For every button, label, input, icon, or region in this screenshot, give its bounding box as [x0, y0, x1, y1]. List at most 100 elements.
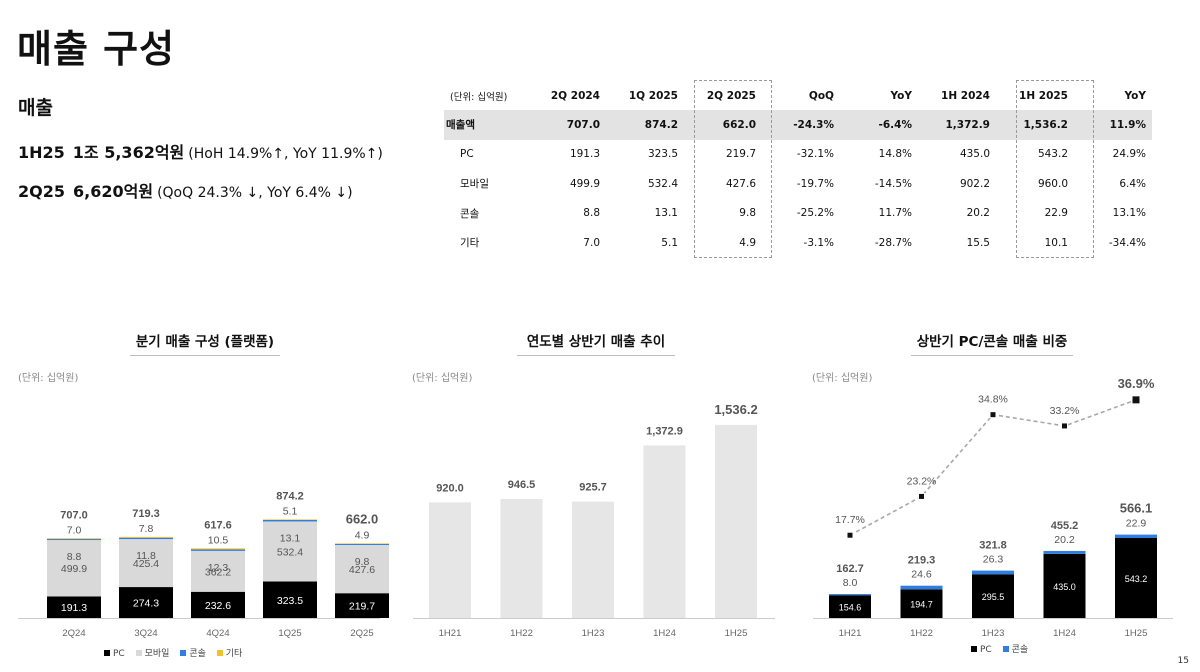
table-cell: 24.9% [1112, 148, 1146, 161]
data-label-console: 22.9 [1126, 518, 1147, 530]
table-cell: 7.0 [583, 236, 600, 249]
data-label-pc: 191.3 [61, 602, 87, 614]
data-label-console: 24.6 [911, 569, 932, 581]
bar-segment [47, 538, 101, 540]
legend-label: 기타 [225, 649, 243, 659]
legend-label: PC [113, 649, 125, 659]
bar-segment-console [972, 570, 1014, 575]
legend-swatch-pc [104, 650, 110, 656]
bar-segment-console [900, 585, 943, 590]
table-cell: 427.6 [725, 177, 756, 190]
bar [500, 499, 543, 618]
data-label-console: 26.3 [983, 554, 1004, 566]
chart-plot: 920.0 1H21 946.5 1H22 925.7 1H23 1,372.9 1H24 1,… [413, 402, 775, 639]
table-cell: 543.2 [1037, 148, 1068, 161]
x-tick-label: 1H21 [839, 628, 862, 639]
share-marker [1061, 422, 1068, 430]
data-label-total: 617.6 [204, 519, 232, 531]
bar-segment-console [829, 594, 871, 596]
data-label: 1,536.2 [714, 402, 757, 417]
chart-yearly-1h-revenue: 연도별 상반기 매출 추이 (단위: 십억원) 920.0 1H21 946.5 1H… [405, 320, 785, 670]
chart-legend: PC 모바일 콘솔 기타 [96, 646, 242, 659]
table-cell: -34.4% [1108, 236, 1146, 249]
table-cell: 1,372.9 [918, 110, 996, 140]
bar-segment [263, 581, 317, 618]
bar-segment-pc [972, 574, 1014, 618]
data-label-other: 5.1 [283, 505, 298, 517]
row-label: 모바일 [460, 178, 489, 191]
bar [643, 445, 686, 618]
data-label-console: 20.2 [1054, 534, 1075, 546]
data-label-total: 662.0 [346, 511, 379, 526]
bar-segment [263, 519, 317, 522]
x-tick-label: 1H22 [510, 628, 533, 639]
table-cell: 8.8 [583, 207, 600, 220]
chart-plot: 154.6 8.0 162.7 1H21 194.7 24.6 219.3 1H22 295.5… [813, 376, 1173, 639]
table-row: 기타 7.0 5.1 4.9 -3.1% -28.7% 15.5 10.1 -3… [444, 228, 1152, 258]
legend-label: PC [980, 645, 992, 655]
legend-swatch-console [1002, 646, 1009, 652]
data-label-total: 707.0 [60, 509, 88, 521]
table-cell: 5.1 [661, 236, 678, 249]
table-row: 콘솔 8.8 13.1 9.8 -25.2% 11.7% 20.2 22.9 1… [444, 199, 1152, 229]
data-label-pc: 274.3 [133, 598, 159, 610]
bar-segment [335, 543, 389, 545]
bar-segment-pc [1115, 537, 1157, 618]
share-marker [846, 531, 854, 539]
x-tick-label: 1H22 [910, 628, 933, 639]
data-label-total: 719.3 [132, 508, 160, 520]
data-label-total: 455.2 [1051, 520, 1079, 532]
bar-segment [191, 549, 245, 551]
bar-segment [263, 519, 317, 520]
x-tick-label: 4Q24 [206, 628, 229, 639]
data-label-pc: 194.7 [910, 600, 933, 610]
table-cell: 13.1 [654, 207, 678, 220]
x-tick-label: 1H25 [1125, 628, 1148, 639]
table-cell: -6.4% [840, 110, 918, 140]
revenue-table: (단위: 십억원) 2Q 2024 1Q 2025 2Q 2025 QoQ Yo… [444, 82, 1152, 258]
share-marker [989, 411, 997, 419]
table-cell: 15.5 [966, 236, 990, 249]
kpi-detail: (HoH 14.9%↑, YoY 11.9%↑) [188, 146, 383, 162]
bar-segment-pc [1043, 553, 1086, 618]
row-label: 콘솔 [460, 207, 480, 220]
share-label: 36.9% [1118, 376, 1155, 391]
table-cell: 9.8 [739, 207, 756, 220]
kpi-value: 1조 5,362억원 [72, 143, 185, 162]
table-header-cell: YoY [1124, 90, 1146, 102]
share-label: 34.8% [978, 394, 1008, 406]
bar-segment [47, 539, 101, 541]
table-header-cell: 2Q 2025 [706, 90, 756, 102]
table-cell: 1,536.2 [996, 110, 1074, 140]
bar-segment [335, 593, 389, 618]
bar-segment [119, 537, 173, 540]
bar-segment [119, 539, 173, 588]
x-tick-label: 1H25 [725, 628, 748, 639]
data-label: 1,372.9 [646, 425, 683, 437]
data-label-pc: 435.0 [1053, 582, 1076, 592]
row-label: PC [460, 148, 474, 161]
page-title: 매출 구성 [17, 27, 176, 71]
table-cell: 14.8% [878, 148, 912, 161]
table-cell: 707.0 [528, 110, 606, 140]
x-tick-label: 2Q25 [350, 628, 373, 639]
table-row: 모바일 499.9 532.4 427.6 -19.7% -14.5% 902.… [444, 169, 1152, 199]
chart-title: 연도별 상반기 매출 추이 [517, 330, 675, 356]
table-cell: 499.9 [569, 177, 600, 190]
chart-unit: (단위: 십억원) [412, 373, 473, 384]
table-cell: 191.3 [569, 148, 600, 161]
bar-segment [119, 587, 173, 618]
table-cell: -24.3% [762, 110, 840, 140]
row-label: 기타 [460, 237, 480, 250]
table-cell: 6.4% [1119, 177, 1146, 190]
table-header-cell: 1Q 2025 [628, 90, 678, 102]
data-label-console: 9.8 [355, 556, 370, 568]
kpi-detail: (QoQ 24.3% ↓, YoY 6.4% ↓) [157, 185, 353, 201]
bar-segment [191, 550, 245, 592]
bar-segment-pc [829, 595, 871, 618]
share-marker [918, 492, 925, 500]
data-label-total: 219.3 [908, 555, 936, 567]
table-cell: -25.2% [796, 207, 834, 220]
data-label-other: 7.8 [139, 523, 154, 535]
table-cell: 22.9 [1044, 207, 1068, 220]
